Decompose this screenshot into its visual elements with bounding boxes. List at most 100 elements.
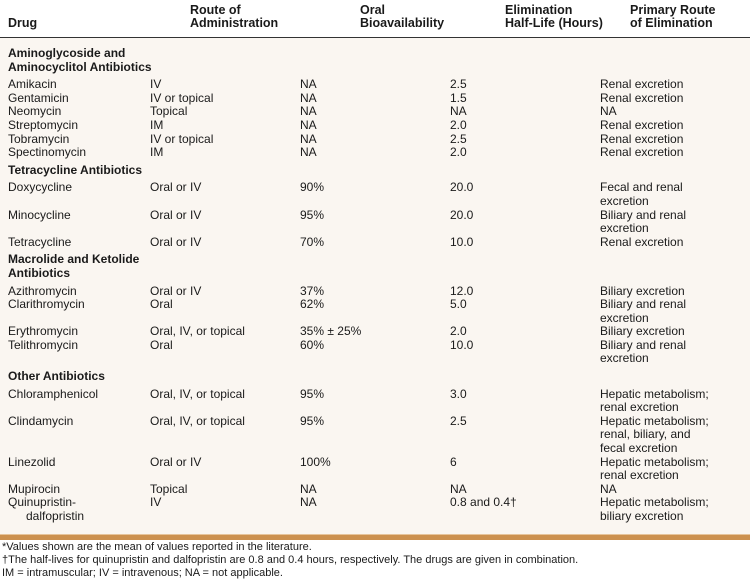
elimination-cell-text: Hepatic metabolism; xyxy=(600,413,709,428)
table-row: Minocycline Oral or IV 95% 20.0 Biliary and … xyxy=(0,207,750,236)
elimination-cell-text: Biliary and renal xyxy=(600,207,687,222)
half-life-cell: NA xyxy=(450,482,600,497)
elimination-cell-text: renal, biliary, and xyxy=(600,427,691,442)
footnote: †The half-lives for quinupristin and dal… xyxy=(2,554,579,566)
bioavailability-cell-text: 35% ± 25% xyxy=(300,324,362,339)
elimination-cell: Fecal and renal excretion xyxy=(600,181,750,208)
route-cell-text: Oral or IV xyxy=(150,180,202,195)
bioavailability-cell: NA xyxy=(300,77,450,92)
half-life-cell: 10.0 xyxy=(450,234,600,250)
route-cell-text: Oral or IV xyxy=(150,283,202,298)
half-life-cell: 20.0 xyxy=(450,181,600,208)
footnote: IM = intramuscular; IV = intravenous; NA… xyxy=(2,567,283,579)
drug-cell: Minocycline xyxy=(0,207,150,236)
drug-cell-text: dalfopristin xyxy=(26,509,85,523)
half-life-cell: 12.0 xyxy=(450,284,600,299)
route-cell: IV xyxy=(150,496,300,523)
half-life-cell-text: 10.0 xyxy=(450,234,474,249)
route-cell: Topical xyxy=(150,105,300,119)
half-life-cell: 2.5 xyxy=(450,77,600,92)
elimination-cell-text: Biliary and renal xyxy=(600,297,687,312)
table-body: Aminoglycoside and Aminocyclitol Antibiot… xyxy=(0,38,750,534)
bioavailability-cell-text: 62% xyxy=(300,297,325,312)
half-life-cell: 1.5 xyxy=(450,91,600,106)
route-cell-text: Oral, IV, or topical xyxy=(150,386,245,401)
route-cell-text: Oral or IV xyxy=(150,454,202,469)
elimination-cell-text: NA xyxy=(600,104,617,119)
section-title-text: Antibiotics xyxy=(8,265,70,280)
drug-cell: Streptomycin xyxy=(0,118,150,133)
drug-table: Aminoglycoside and Aminocyclitol Antibiot… xyxy=(0,43,750,524)
bioavailability-cell-text: 90% xyxy=(300,180,325,195)
elimination-cell-text: renal excretion xyxy=(600,468,679,483)
section-header-row: Other Antibiotics xyxy=(0,366,750,388)
bioavailability-cell-text: 95% xyxy=(300,207,325,222)
bioavailability-cell-text: NA xyxy=(300,495,317,510)
table-row: Linezolid Oral or IV 100% 6 Hepatic metaboli… xyxy=(0,454,750,483)
drug-cell-text: Mupirocin xyxy=(8,481,61,496)
route-cell: Oral or IV xyxy=(150,235,300,250)
section-title-text: Other Antibiotics xyxy=(8,369,105,384)
elimination-cell-text: excretion xyxy=(600,193,649,208)
elimination-cell-text: Hepatic metabolism; xyxy=(600,386,709,401)
section-title-text: Macrolide and Ketolide xyxy=(8,252,140,267)
bioavailability-cell-text: 37% xyxy=(300,283,325,298)
route-cell: IV or topical xyxy=(150,132,300,147)
drug-cell-text: Minocycline xyxy=(8,207,71,222)
drug-cell: Clarithromycin xyxy=(0,297,150,325)
bioavailability-cell-text: NA xyxy=(300,104,317,119)
elimination-cell: Hepatic metabolism; renal excretion xyxy=(600,386,750,415)
half-life-cell-text: 2.5 xyxy=(450,413,467,428)
table-row: Amikacin IV NA 2.5 Renal excretion xyxy=(0,77,750,92)
elimination-cell: Biliary excretion xyxy=(600,283,750,299)
section-title: Other Antibiotics xyxy=(0,366,750,388)
route-cell-text: IV xyxy=(150,77,162,92)
drug-cell-text: Linezolid xyxy=(8,454,56,469)
half-life-cell-text: 2.0 xyxy=(450,324,467,339)
table-header: Drug Route of Administration Oral Bioavail… xyxy=(0,0,750,38)
route-cell: Oral, IV, or topical xyxy=(150,386,300,415)
table-row: Clindamycin Oral, IV, or topical 95% 2.5 Hep… xyxy=(0,413,750,456)
drug-cell: Clindamycin xyxy=(0,414,150,456)
bioavailability-cell-text: 60% xyxy=(300,337,325,352)
elimination-cell-text: Renal excretion xyxy=(600,145,684,160)
elimination-cell-text: Renal excretion xyxy=(600,234,684,249)
half-life-cell: 2.0 xyxy=(450,145,600,160)
half-life-cell: 2.5 xyxy=(450,413,600,456)
header-half-life: Elimination Half-Life (Hours) xyxy=(505,4,603,30)
divider xyxy=(0,534,750,540)
route-cell-text: Oral or IV xyxy=(150,207,202,222)
table-row: Doxycycline Oral or IV 90% 20.0 Fecal and re… xyxy=(0,181,750,208)
elimination-cell: Biliary and renal excretion xyxy=(600,297,750,325)
elimination-cell-text: Renal excretion xyxy=(600,77,684,92)
header-text: Bioavailability xyxy=(360,16,445,30)
bioavailability-cell-text: NA xyxy=(300,77,317,92)
half-life-cell-text: 2.0 xyxy=(450,117,467,132)
route-cell-text: IV xyxy=(150,495,162,510)
elimination-cell-text: Biliary and renal xyxy=(600,337,687,352)
drug-cell: Mupirocin xyxy=(0,481,150,497)
drug-cell-text: Erythromycin xyxy=(8,324,79,339)
route-cell: Oral xyxy=(150,297,300,325)
bioavailability-cell-text: NA xyxy=(300,131,317,146)
half-life-cell-text: 5.0 xyxy=(450,297,467,312)
route-cell-text: Oral, IV, or topical xyxy=(150,413,245,428)
bioavailability-cell: NA xyxy=(300,145,450,160)
header-elimination: Primary Route of Elimination xyxy=(630,4,715,30)
route-cell-text: IV or topical xyxy=(150,90,214,105)
elimination-cell-text: Biliary excretion xyxy=(600,283,685,298)
half-life-cell-text: 6 xyxy=(450,454,457,469)
drug-cell: Amikacin xyxy=(0,77,150,92)
route-cell: Topical xyxy=(150,482,300,497)
route-cell-text: Topical xyxy=(150,104,188,119)
bioavailability-cell: 100% xyxy=(300,455,450,483)
drug-cell-text: Doxycycline xyxy=(8,180,73,195)
header-text: Primary Route xyxy=(630,3,716,17)
drug-cell-text: Neomycin xyxy=(8,104,62,119)
elimination-cell-text: NA xyxy=(600,481,617,496)
half-life-cell-text: NA xyxy=(450,104,467,119)
elimination-cell-text: fecal excretion xyxy=(600,441,678,456)
table-row: Clarithromycin Oral 62% 5.0 Biliary and rena… xyxy=(0,297,750,325)
elimination-cell-text: renal excretion xyxy=(600,400,679,415)
elimination-cell: Renal excretion xyxy=(600,77,750,92)
